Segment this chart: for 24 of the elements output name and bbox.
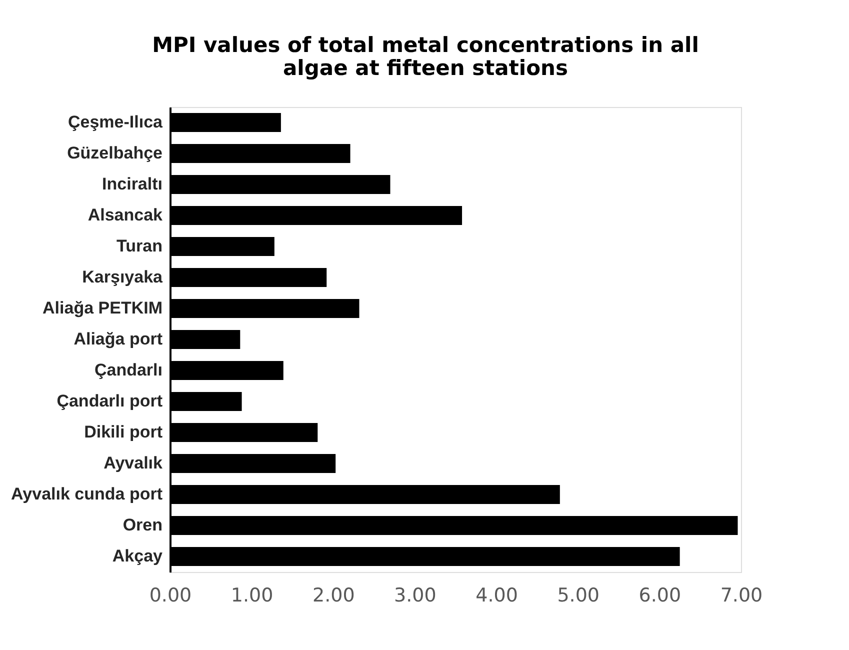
y-tick-label: Aliağa PETKIM — [42, 298, 162, 318]
y-tick-label: Aliağa port — [74, 330, 163, 348]
y-tick-label: Ayvalık cunda port — [11, 484, 163, 504]
y-tick-label: Alsancak — [88, 206, 164, 224]
y-tick-label: Karşıyaka — [82, 268, 164, 286]
y-tick-label: Çandarlı — [94, 360, 162, 380]
x-tick-label: 7.00 — [720, 584, 763, 606]
x-tick-label: 0.00 — [149, 584, 192, 606]
y-tick-label: Akçay — [112, 546, 164, 566]
y-tick-label: Çandarlı port — [56, 392, 163, 410]
y-tick-label: Oren — [122, 516, 162, 534]
y-tick-label: Güzelbahçe — [67, 144, 162, 162]
x-tick-label: 5.00 — [557, 584, 600, 606]
x-tick-label: 3.00 — [394, 584, 436, 606]
y-tick-label: Çeşme-Ilıca — [68, 112, 164, 132]
chart-title: MPI values of total metal concentrations in all algae at fifteen stations — [152, 33, 699, 80]
x-tick-label: 6.00 — [638, 584, 682, 606]
x-tick-label: 4.00 — [476, 584, 518, 606]
y-tick-label: Ayvalık — [104, 454, 164, 472]
x-tick-label: 2.00 — [312, 584, 355, 606]
y-tick-label: Dikili port — [84, 422, 163, 442]
x-tick-label: 1.00 — [230, 584, 274, 606]
y-tick-label: Inciraltı — [102, 174, 162, 194]
y-tick-label: Turan — [116, 236, 162, 256]
